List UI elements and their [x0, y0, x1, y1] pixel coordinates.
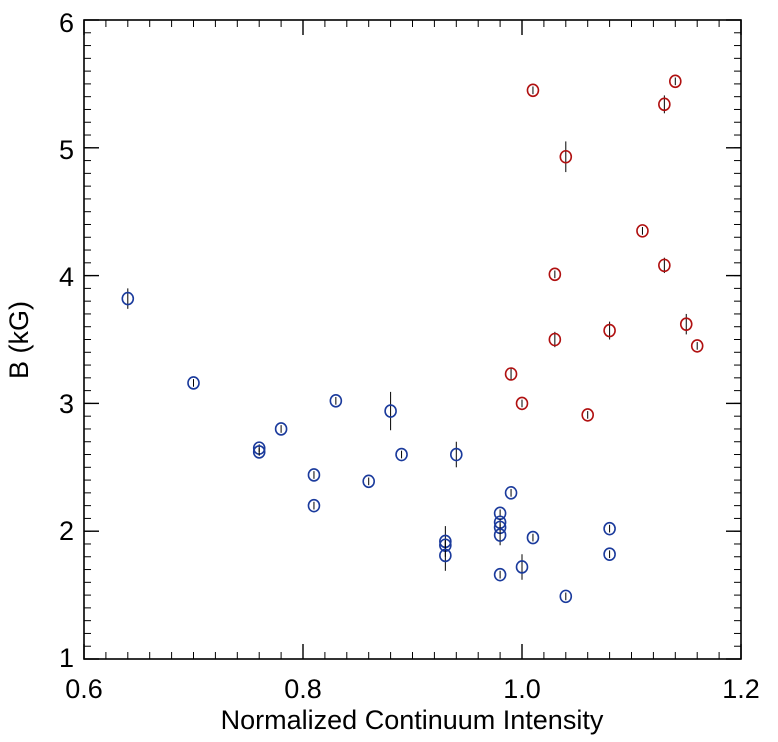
data-point: [603, 547, 616, 562]
point-marker: [548, 267, 562, 282]
point-marker: [449, 447, 463, 462]
point-marker: [636, 224, 649, 238]
plot-frame: [83, 19, 742, 660]
point-marker: [307, 468, 321, 482]
point-marker: [515, 396, 529, 411]
data-point: [690, 339, 704, 353]
point-marker: [329, 394, 343, 408]
data-point: [603, 521, 616, 536]
point-marker: [581, 408, 595, 422]
point-marker: [559, 149, 573, 164]
data-point: [504, 486, 518, 500]
data-point: [504, 367, 518, 381]
data-point: [559, 141, 573, 173]
point-marker: [603, 521, 616, 536]
major-ticks: [83, 19, 742, 660]
point-marker: [548, 332, 562, 347]
point-marker: [679, 317, 693, 331]
x-tick-labels: 0.6 0.8 1.0 1.2: [65, 674, 760, 704]
data-point: [439, 540, 452, 571]
data-point: [252, 445, 266, 459]
y-tick-label-2: 3: [59, 389, 74, 419]
data-point: [329, 394, 343, 408]
data-point: [449, 441, 463, 468]
data-point: [384, 391, 397, 431]
data-point: [307, 498, 321, 513]
data-point: [121, 288, 135, 309]
data-point: [187, 376, 200, 390]
point-marker: [384, 404, 397, 418]
x-tick-label-3: 1.2: [722, 674, 760, 704]
point-marker: [690, 339, 704, 353]
data-point: [515, 554, 529, 580]
point-marker: [493, 528, 507, 542]
y-tick-label-5: 6: [59, 8, 74, 38]
x-tick-label-0: 0.6: [65, 674, 103, 704]
data-point: [668, 74, 682, 89]
y-tick-label-0: 1: [59, 643, 74, 673]
point-marker: [515, 560, 529, 574]
point-marker: [603, 547, 616, 562]
data-point: [548, 331, 562, 348]
data-point: [493, 567, 507, 582]
data-points: [121, 74, 704, 604]
point-marker: [307, 498, 321, 513]
x-axis-label: Normalized Continuum Intensity: [221, 705, 604, 735]
data-point: [581, 408, 595, 422]
data-point: [307, 468, 321, 482]
point-marker: [504, 367, 518, 381]
data-point: [274, 422, 288, 436]
point-marker: [121, 291, 135, 306]
data-point: [559, 589, 573, 604]
point-marker: [526, 530, 540, 545]
data-point: [395, 447, 408, 462]
data-point: [515, 396, 529, 411]
data-point: [603, 321, 616, 340]
point-marker: [668, 74, 682, 89]
y-tick-labels: 1 2 3 4 5 6: [59, 8, 74, 673]
data-point: [679, 313, 693, 335]
point-marker: [362, 474, 376, 489]
data-point: [526, 83, 540, 98]
y-tick-label-1: 2: [59, 516, 74, 546]
x-tick-label-1: 0.8: [284, 674, 322, 704]
point-marker: [559, 589, 573, 604]
minor-ticks: [83, 19, 742, 660]
data-point: [658, 95, 671, 114]
point-marker: [603, 323, 616, 338]
y-tick-label-4: 5: [59, 135, 74, 165]
data-point: [548, 267, 562, 282]
point-marker: [658, 258, 671, 273]
point-marker: [274, 422, 288, 436]
point-marker: [504, 486, 518, 500]
data-point: [636, 224, 649, 238]
data-point: [493, 524, 507, 546]
x-tick-label-2: 1.0: [503, 674, 541, 704]
point-marker: [395, 447, 408, 462]
y-tick-label-3: 4: [59, 262, 74, 292]
point-marker: [526, 83, 540, 98]
point-marker: [187, 376, 200, 390]
point-marker: [252, 445, 266, 459]
point-marker: [439, 548, 452, 563]
point-marker: [493, 567, 507, 582]
data-point: [526, 530, 540, 545]
y-axis-label: B (kG): [4, 301, 34, 379]
data-point: [658, 257, 671, 274]
data-point: [362, 474, 376, 489]
point-marker: [658, 97, 671, 112]
